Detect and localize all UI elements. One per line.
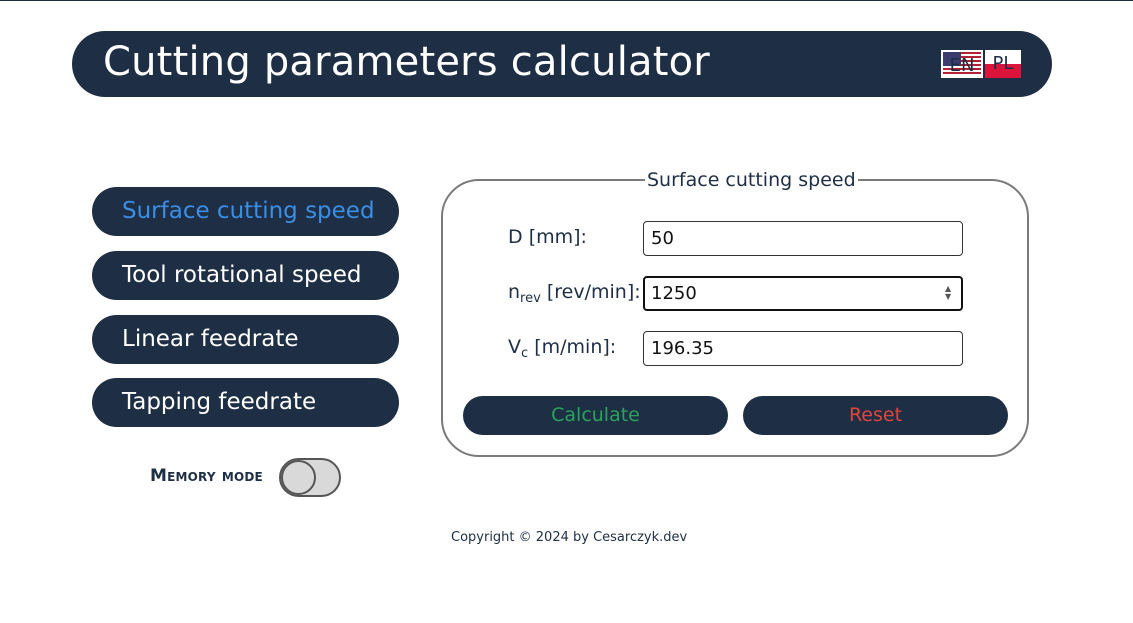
cutting-speed-unit: [m/min]: — [534, 336, 617, 358]
cutting-speed-subscript: c — [521, 346, 529, 361]
cutting-speed-label: Vc [m/min]: — [508, 336, 616, 361]
spinner-arrows-icon[interactable]: ▲ ▼ — [945, 284, 952, 301]
memory-mode-label: Memory mode — [150, 466, 263, 486]
app-header: Cutting parameters calculator EN PL — [72, 31, 1052, 97]
nav-tool-rotational-speed[interactable]: Tool rotational speed — [92, 251, 399, 300]
diameter-input[interactable]: 50 — [643, 221, 963, 256]
rotational-speed-subscript: rev — [520, 291, 541, 306]
rotational-speed-label: nrev [rev/min]: — [508, 281, 641, 306]
cutting-speed-input[interactable]: 196.35 — [643, 331, 963, 366]
rotational-speed-unit: [rev/min]: — [546, 281, 641, 303]
language-pl-button[interactable]: PL — [985, 50, 1021, 78]
page-title: Cutting parameters calculator — [103, 39, 710, 85]
diameter-symbol: D — [508, 226, 523, 248]
calculate-button[interactable]: Calculate — [463, 396, 728, 435]
nav-surface-cutting-speed[interactable]: Surface cutting speed — [92, 187, 399, 236]
nav-tapping-feedrate[interactable]: Tapping feedrate — [92, 378, 399, 427]
top-border-line — [0, 0, 1133, 1]
toggle-knob — [281, 460, 316, 495]
memory-mode-toggle[interactable] — [279, 458, 341, 497]
copyright-footer: Copyright © 2024 by Cesarczyk.dev — [451, 530, 688, 545]
cutting-speed-symbol: V — [508, 336, 521, 358]
diameter-label: D [mm]: — [508, 226, 587, 248]
panel-legend: Surface cutting speed — [645, 169, 858, 191]
nav-linear-feedrate[interactable]: Linear feedrate — [92, 315, 399, 364]
diameter-unit: [mm]: — [528, 226, 587, 248]
rotational-speed-symbol: n — [508, 281, 521, 303]
rotational-speed-value: 1250 — [651, 283, 697, 304]
language-en-button[interactable]: EN — [941, 50, 983, 78]
reset-button[interactable]: Reset — [743, 396, 1008, 435]
rotational-speed-input[interactable]: 1250 ▲ ▼ — [643, 276, 963, 311]
